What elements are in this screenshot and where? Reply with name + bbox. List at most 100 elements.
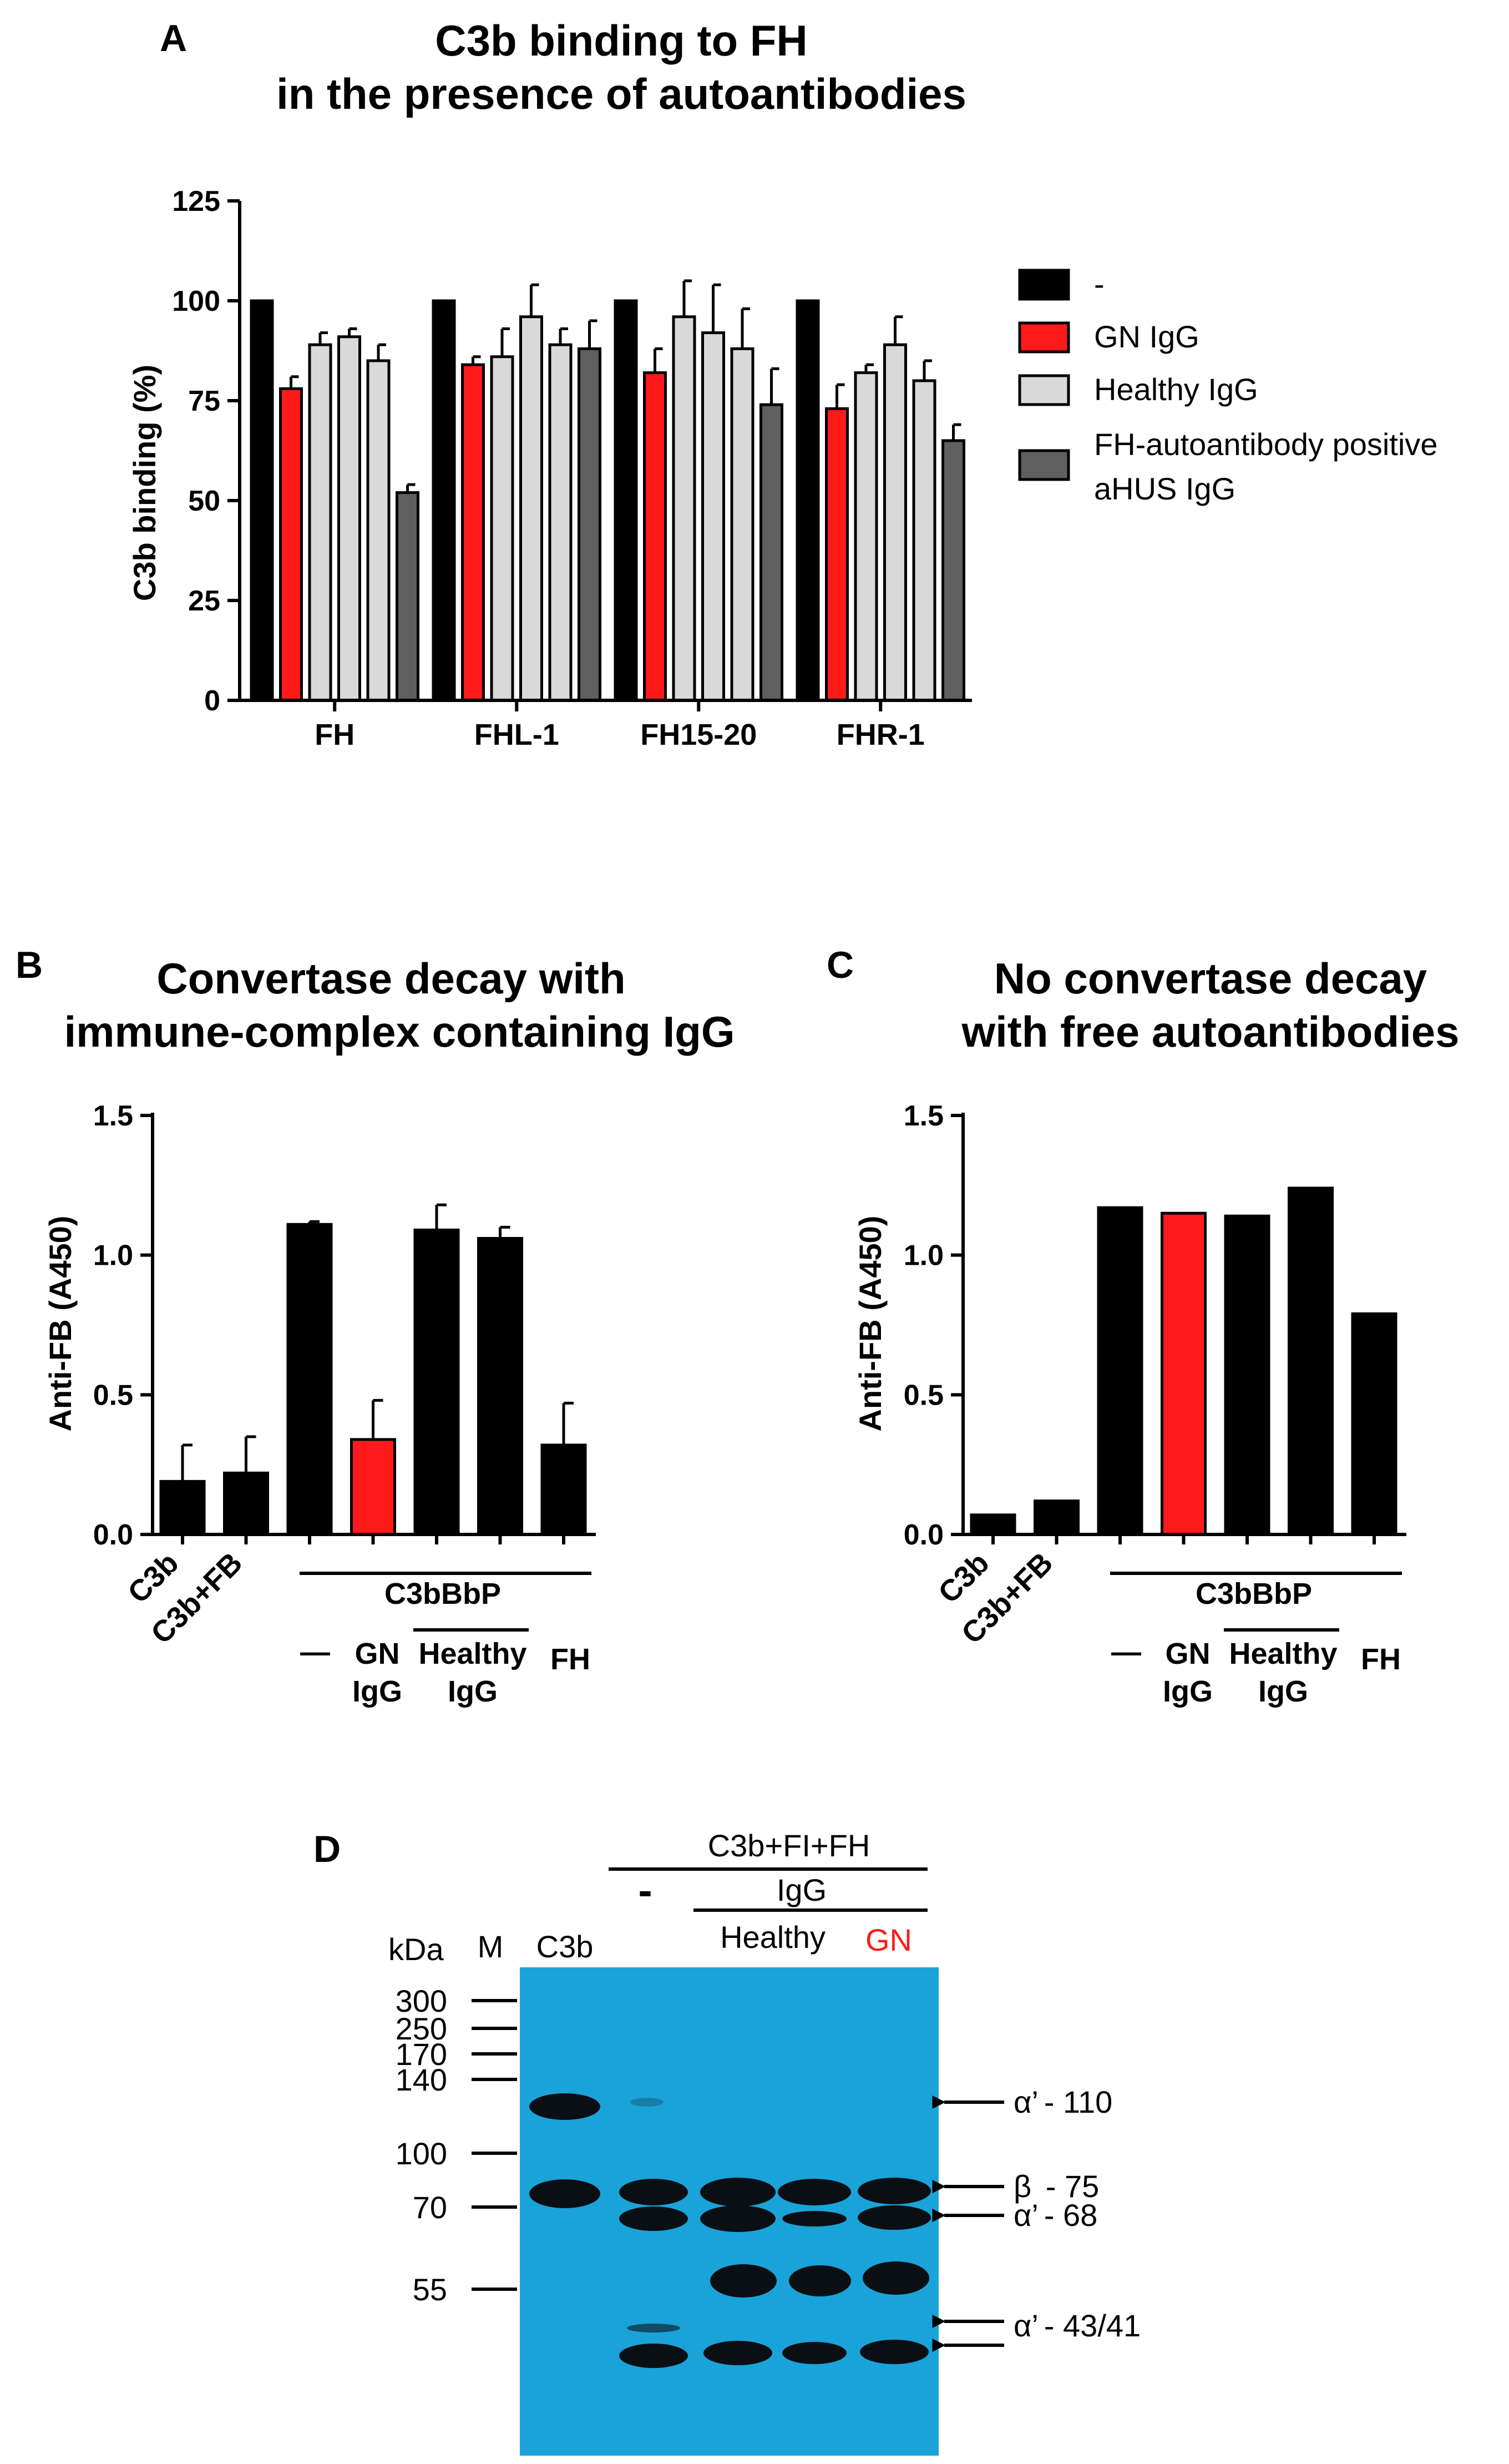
- y-tick-label: 75: [188, 385, 220, 417]
- bar: [366, 359, 391, 702]
- panel-b-title-line-1: Convertase decay with: [156, 954, 625, 1003]
- panel-a-title-line-1: C3b binding to FH: [435, 16, 808, 65]
- panel-c-bars: [970, 1186, 1397, 1536]
- annotation-alpha-110: α’ - 110: [1014, 2084, 1112, 2119]
- panel-a-bars: [250, 279, 965, 702]
- panel-c-label-gn: GN: [1166, 1637, 1211, 1670]
- x-tick-label: FHR-1: [837, 718, 925, 751]
- annotation-beta-75: β - 75: [1014, 2169, 1099, 2204]
- band-lane4-55: [710, 2264, 777, 2298]
- annotation-alpha-43-41: α’ - 43/41: [1014, 2308, 1141, 2343]
- band-lane6-75: [858, 2178, 931, 2204]
- bar: [730, 347, 754, 702]
- legend-label-healthy-igg: Healthy IgG: [1094, 372, 1258, 407]
- bar: [1034, 1499, 1080, 1536]
- bar: [432, 299, 456, 702]
- panel-a-letter: A: [160, 17, 187, 59]
- bar: [540, 1443, 587, 1536]
- band-lane5-68: [782, 2211, 847, 2226]
- bar: [337, 335, 361, 702]
- bar: [490, 355, 514, 702]
- marker-label: 250: [396, 2011, 447, 2046]
- panel-a-title-line-2: in the presence of autoantibodies: [276, 69, 966, 118]
- bar: [854, 371, 878, 702]
- panel-a-chart: A C3b binding to FH in the presence of a…: [127, 16, 1437, 751]
- marker-label: 55: [413, 2272, 447, 2307]
- bar: [1161, 1211, 1207, 1536]
- bar: [912, 379, 936, 702]
- band-lane3-43: [627, 2324, 680, 2332]
- y-tick-label: 0.5: [904, 1379, 944, 1411]
- bar: [672, 315, 696, 702]
- panel-c-chart: C No convertase decay with free autoanti…: [827, 944, 1460, 1708]
- panel-d-letter: D: [313, 1828, 341, 1870]
- panel-c-label-c3bbbp: C3bBbP: [1196, 1577, 1312, 1610]
- bar: [477, 1236, 523, 1536]
- band-faint-alpha-110: [630, 2098, 664, 2107]
- band-lane5-41: [782, 2342, 847, 2364]
- bar: [883, 343, 907, 702]
- bar: [461, 363, 485, 702]
- marker-label: 300: [396, 1983, 447, 2018]
- bar: [159, 1480, 206, 1536]
- x-tick-label: FHL-1: [474, 718, 559, 751]
- bar: [941, 439, 965, 702]
- bar: [1097, 1206, 1143, 1536]
- bar: [643, 371, 667, 702]
- band-lane4-75: [700, 2178, 776, 2207]
- blot-label-c3b-lane: C3b: [536, 1929, 594, 1964]
- bar: [1288, 1186, 1334, 1536]
- marker-label: 170: [396, 2037, 447, 2072]
- panel-b-title-line-2: immune-complex containing IgG: [64, 1007, 735, 1056]
- y-tick-label: 0.5: [93, 1379, 133, 1411]
- panel-b-letter: B: [16, 944, 43, 986]
- panel-a-legend: - GN IgG Healthy IgG FH-autoantibody pos…: [1018, 266, 1437, 506]
- panel-c-label-fh: FH: [1361, 1643, 1401, 1676]
- blot-label-marker-lane: M: [478, 1929, 504, 1964]
- x-tick-label: FH: [315, 718, 355, 751]
- legend-label-none: -: [1094, 266, 1105, 301]
- bar: [286, 1223, 333, 1536]
- legend-label-ahus-line-2: aHUS IgG: [1094, 471, 1235, 506]
- legend-swatch-gn-igg: [1018, 321, 1070, 354]
- marker-label: 140: [396, 2062, 447, 2097]
- legend-swatch-healthy-igg: [1018, 374, 1070, 406]
- marker-label: 70: [413, 2190, 447, 2225]
- band-lane3-41: [619, 2344, 688, 2368]
- bar: [223, 1471, 269, 1536]
- panel-b-y-ticks: 0.0 0.5 1.0 1.5: [93, 1100, 153, 1551]
- bar: [970, 1513, 1016, 1536]
- legend-label-gn-igg: GN IgG: [1094, 319, 1199, 354]
- band-lane5-55: [789, 2265, 851, 2296]
- bar: [796, 299, 820, 702]
- bar: [759, 403, 783, 702]
- y-tick-label: 0.0: [93, 1519, 133, 1551]
- panel-c-title-line-1: No convertase decay: [994, 954, 1427, 1003]
- x-tick-label: FH15-20: [640, 718, 757, 751]
- blot-bands: [529, 2093, 931, 2368]
- y-tick-label: 100: [172, 285, 220, 317]
- y-tick-label: 0: [204, 685, 220, 717]
- band-lane6-55: [863, 2261, 929, 2295]
- band-lane4-41: [703, 2341, 772, 2365]
- y-tick-label: 50: [188, 485, 220, 517]
- panel-b-label-gn: GN: [355, 1637, 400, 1670]
- bar: [308, 343, 332, 702]
- marker-label: 100: [396, 2136, 447, 2171]
- panel-b-label-c3bbbp: C3bBbP: [384, 1577, 501, 1610]
- legend-label-ahus-line-1: FH-autoantibody positive: [1094, 427, 1437, 462]
- panel-c-y-ticks: 0.0 0.5 1.0 1.5: [904, 1100, 963, 1551]
- panel-b-bars: [159, 1203, 587, 1536]
- blot-label-kda: kDa: [388, 1932, 444, 1967]
- panel-b-chart: B Convertase decay with immune-complex c…: [16, 944, 735, 1708]
- panel-c-letter: C: [827, 944, 854, 986]
- legend-swatch-none: [1018, 269, 1070, 301]
- panel-c-label-none: —: [1111, 1635, 1141, 1669]
- y-tick-label: 25: [188, 585, 220, 617]
- bar: [1224, 1214, 1270, 1536]
- y-tick-label: 1.0: [93, 1240, 133, 1272]
- y-tick-label: 125: [172, 185, 220, 218]
- band-lane3-75: [619, 2179, 688, 2205]
